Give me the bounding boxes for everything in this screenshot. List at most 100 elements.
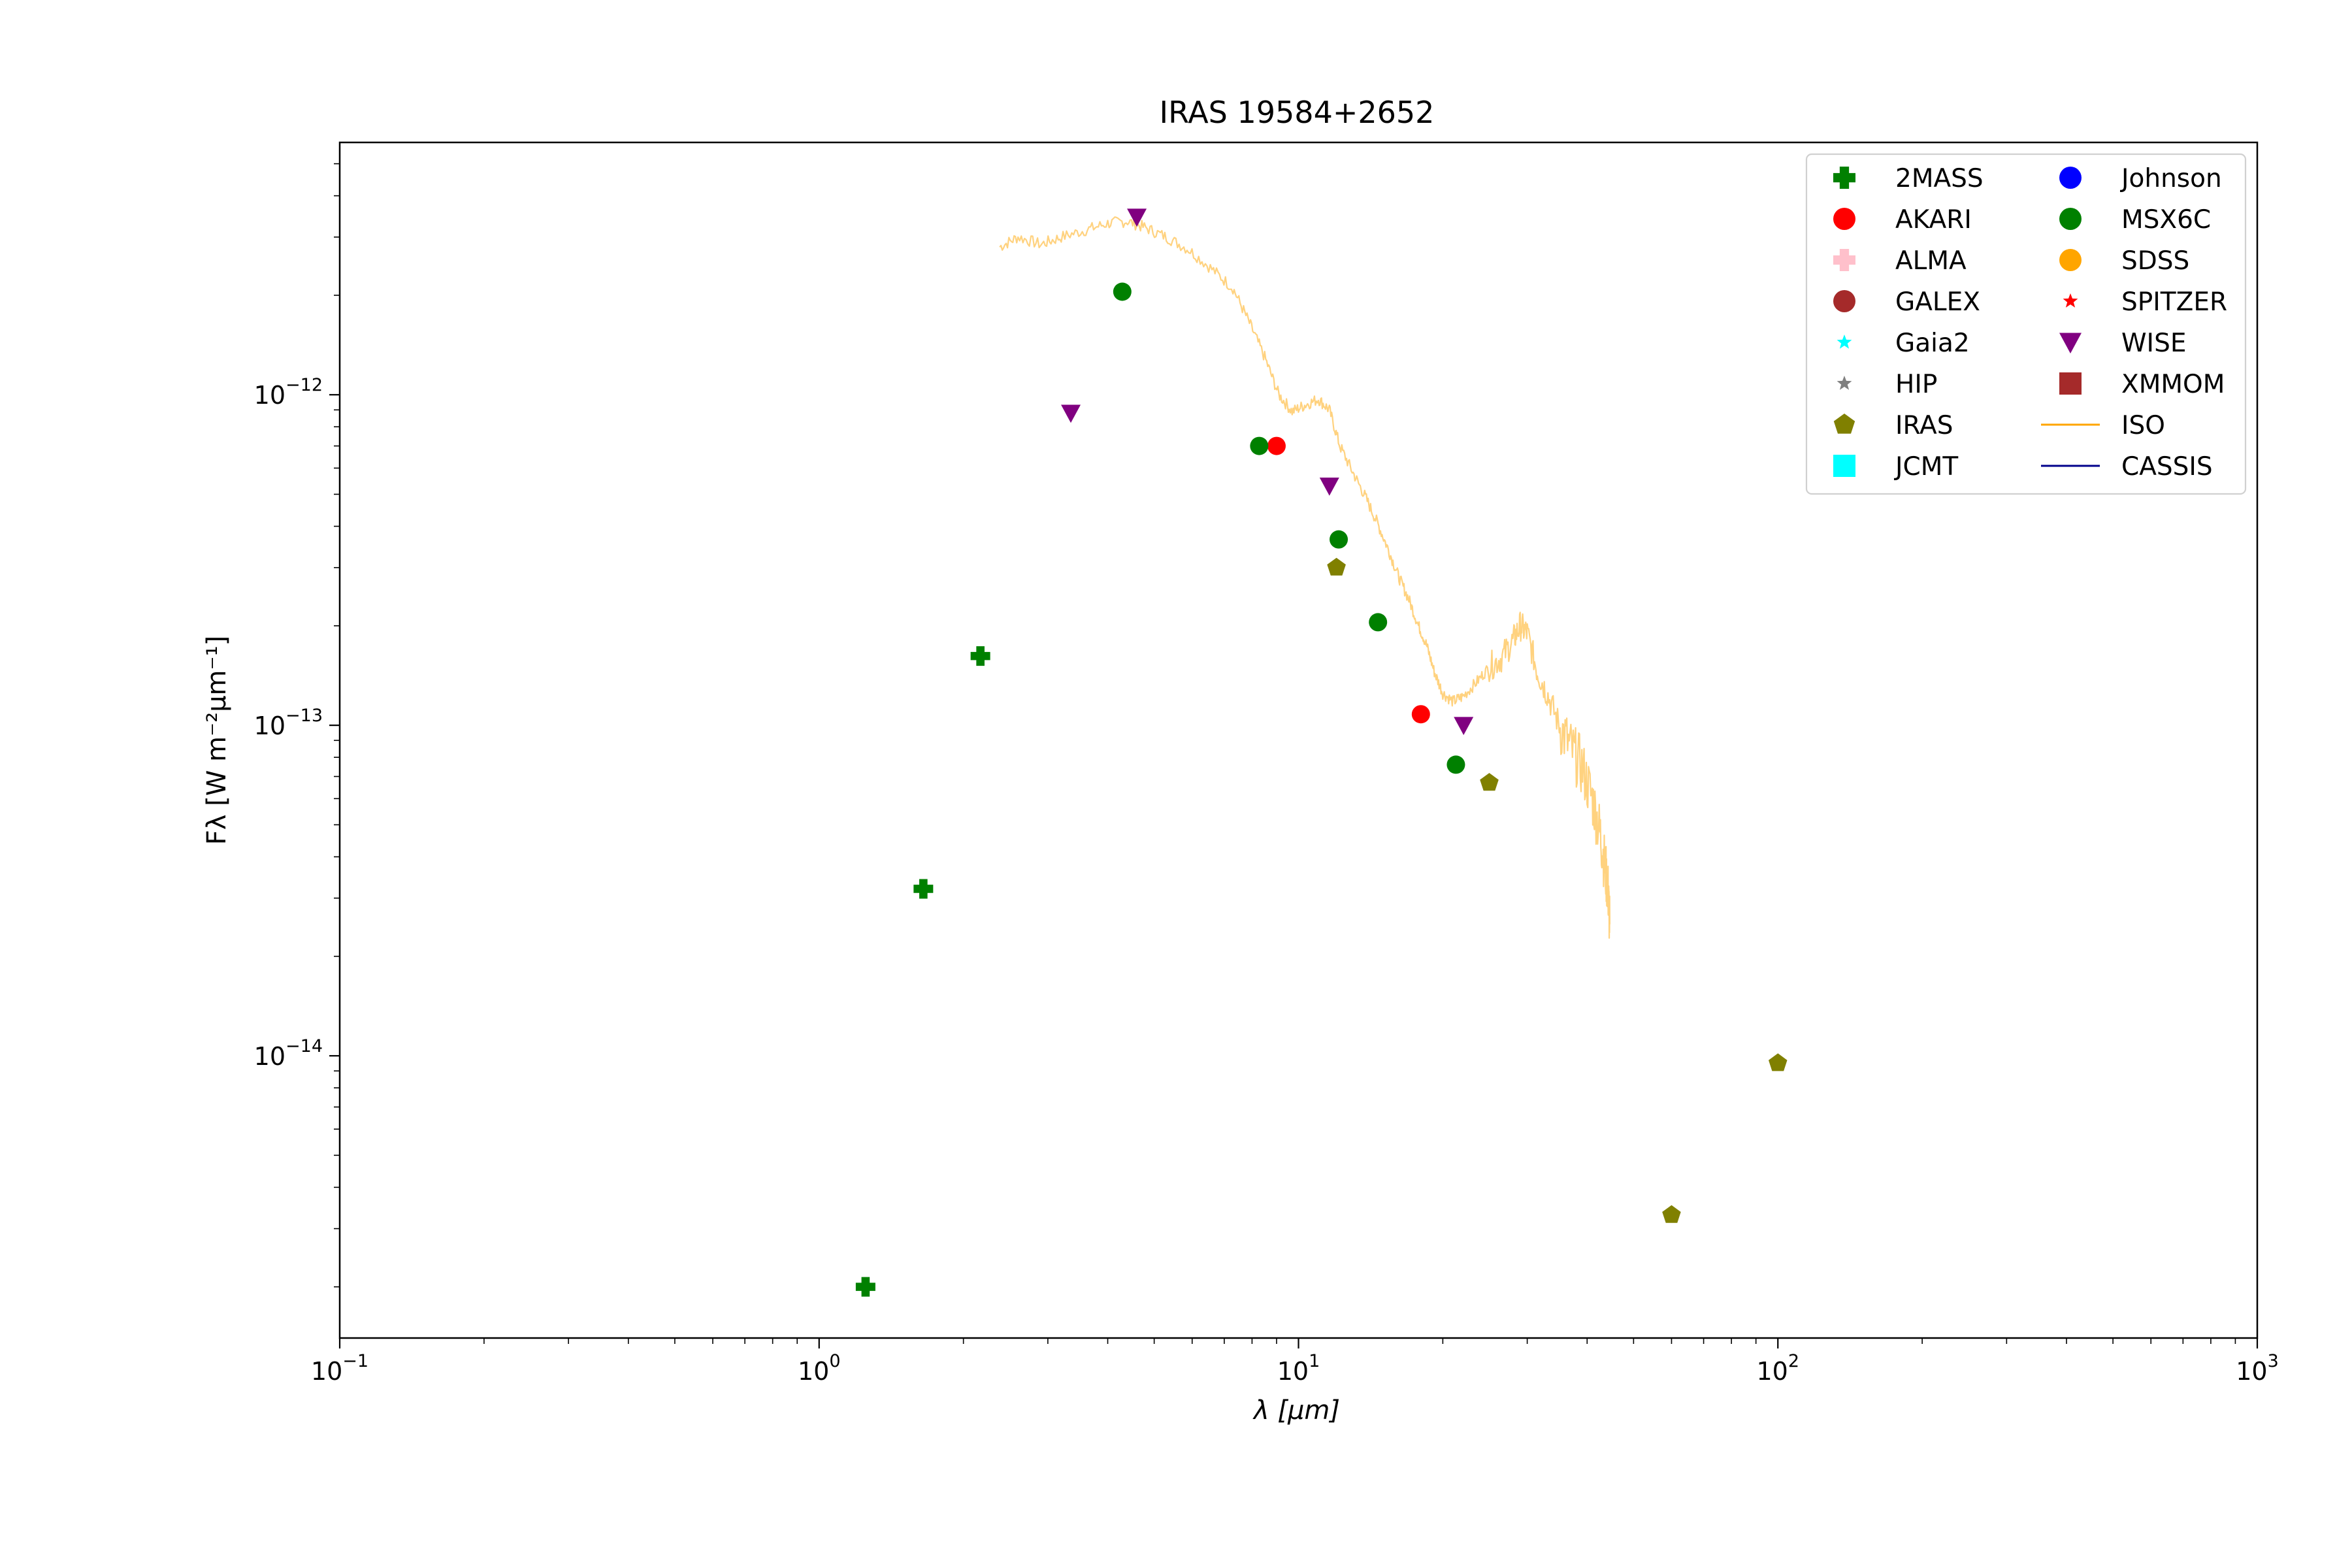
x-axis-label: λ [μm] <box>1252 1396 1340 1426</box>
legend-label: 2MASS <box>1895 164 1984 193</box>
y-tick-exponent: −14 <box>286 1036 323 1056</box>
legend-label: GALEX <box>1895 287 1980 317</box>
data-point-iras <box>1769 1053 1788 1071</box>
legend-entry-alma: ALMA <box>1833 246 1967 276</box>
legend-swatch-star <box>1837 376 1852 390</box>
data-point-2mass <box>913 879 934 899</box>
y-tick-base: 10 <box>254 711 286 740</box>
x-tick-label: 102 <box>1756 1351 1799 1386</box>
data-point-wise <box>1319 477 1339 496</box>
legend-label: JCMT <box>1893 452 1958 482</box>
x-tick-base: 10 <box>1277 1357 1309 1386</box>
data-point-msx6c <box>1113 282 1132 301</box>
data-point-wise <box>1454 717 1474 736</box>
x-tick-label: 101 <box>1277 1351 1320 1386</box>
y-tick-label: 10−13 <box>254 706 323 740</box>
legend-entry-johnson: Johnson <box>2059 164 2222 193</box>
legend-label: Gaia2 <box>1895 329 1970 358</box>
legend-entry-iras: IRAS <box>1833 411 1953 440</box>
data-point-msx6c <box>1446 755 1465 774</box>
data-point-akari <box>1411 705 1430 724</box>
y-tick-exponent: −12 <box>286 375 323 395</box>
legend-label: Johnson <box>2119 164 2222 193</box>
y-tick-exponent: −13 <box>286 706 323 726</box>
y-tick-label: 10−12 <box>254 375 323 410</box>
legend-swatch-triangle-down <box>2059 333 2082 353</box>
x-tick-base: 10 <box>1756 1357 1788 1386</box>
x-tick-exponent: 1 <box>1309 1351 1320 1371</box>
legend-swatch-pentagon <box>1833 414 1855 434</box>
legend-label: WISE <box>2121 329 2186 358</box>
legend-label: SDSS <box>2121 246 2189 276</box>
legend-entry-xmmom: XMMOM <box>2059 370 2225 399</box>
legend-entry-sdss: SDSS <box>2059 246 2189 276</box>
legend-label: IRAS <box>1895 411 1953 440</box>
chart-title: IRAS 19584+2652 <box>1160 95 1435 130</box>
x-tick-base: 10 <box>798 1357 829 1386</box>
legend: 2MASS AKARI ALMA GALEX Gaia2 HIP IRAS JCMT Johns… <box>1805 153 2247 495</box>
legend-swatch-plus <box>1833 167 1855 189</box>
legend-swatch-circle <box>2059 249 2082 271</box>
y-tick-label: 10−14 <box>254 1036 323 1071</box>
x-tick-exponent: 0 <box>829 1351 840 1371</box>
data-point-msx6c <box>1250 436 1269 455</box>
legend-swatch-star <box>2063 293 2078 308</box>
legend-entry-msx6c: MSX6C <box>2059 205 2211 235</box>
legend-swatch-star <box>1837 335 1852 349</box>
legend-label: AKARI <box>1895 205 1972 235</box>
y-axis-label-text: Fλ [W m⁻²μm⁻¹] <box>202 636 232 845</box>
x-axis-label-text: λ [μm] <box>1252 1396 1340 1426</box>
photometry-points-layer <box>855 208 1788 1297</box>
legend-label: ISO <box>2121 411 2165 440</box>
data-point-msx6c <box>1330 530 1348 549</box>
data-point-msx6c <box>1369 613 1388 632</box>
legend-entry-cassis: CASSIS <box>2041 452 2213 482</box>
data-point-iras <box>1327 557 1346 576</box>
legend-entry-galex: GALEX <box>1833 287 1980 317</box>
legend-entry-akari: AKARI <box>1833 205 1972 235</box>
legend-label: CASSIS <box>2121 452 2213 482</box>
legend-label: ALMA <box>1895 246 1967 276</box>
data-point-2mass <box>970 646 990 666</box>
legend-label: MSX6C <box>2121 205 2211 235</box>
y-tick-base: 10 <box>254 1042 286 1071</box>
legend-swatch-plus <box>1833 249 1855 271</box>
x-tick-label: 103 <box>2236 1351 2279 1386</box>
series-line-iso <box>999 216 1610 939</box>
x-tick-exponent: 3 <box>2268 1351 2279 1371</box>
y-tick-base: 10 <box>254 381 286 410</box>
legend-entry-2mass: 2MASS <box>1833 164 1984 193</box>
x-tick-label: 10−1 <box>311 1351 368 1386</box>
legend-label: SPITZER <box>2121 287 2227 317</box>
legend-entry-spitzer: SPITZER <box>2063 287 2227 317</box>
legend-swatch-square <box>1833 455 1855 477</box>
x-tick-base: 10 <box>2236 1357 2267 1386</box>
legend-swatch-circle <box>2059 167 2082 189</box>
legend-label: XMMOM <box>2121 370 2225 399</box>
legend-swatch-circle <box>1833 290 1855 312</box>
legend-entry-hip: HIP <box>1837 370 1937 399</box>
legend-entry-wise: WISE <box>2059 329 2186 358</box>
data-point-akari <box>1267 436 1286 455</box>
x-tick-base: 10 <box>311 1357 342 1386</box>
data-point-wise <box>1061 404 1081 423</box>
legend-frame <box>1805 153 2247 495</box>
legend-swatch-circle <box>2059 208 2082 230</box>
legend-entry-iso: ISO <box>2041 411 2165 440</box>
legend-entry-jcmt: JCMT <box>1833 452 1958 482</box>
iso-spectrum-layer <box>999 216 1610 939</box>
data-point-iras <box>1480 773 1499 791</box>
x-tick-exponent: 2 <box>1788 1351 1799 1371</box>
data-point-wise <box>1127 208 1147 227</box>
legend-label: HIP <box>1895 370 1937 399</box>
y-axis-label: Fλ [W m⁻²μm⁻¹] <box>202 636 232 845</box>
x-tick-label: 100 <box>798 1351 841 1386</box>
legend-swatch-square <box>2059 372 2082 395</box>
legend-swatch-circle <box>1833 208 1855 230</box>
data-point-2mass <box>855 1277 875 1297</box>
legend-entry-gaia2: Gaia2 <box>1837 329 1970 358</box>
x-tick-exponent: −1 <box>342 1351 368 1371</box>
data-point-iras <box>1662 1205 1681 1223</box>
